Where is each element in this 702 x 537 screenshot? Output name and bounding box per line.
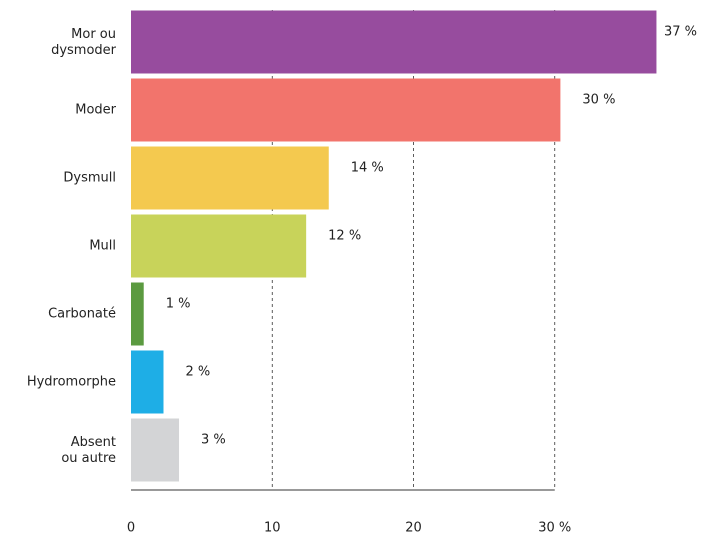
category-label: Mull	[89, 239, 116, 254]
value-label: 3 %	[201, 433, 226, 448]
value-label: 37 %	[664, 25, 697, 40]
bar	[131, 350, 164, 414]
bar	[131, 418, 180, 482]
value-label: 1 %	[166, 297, 191, 312]
bar	[131, 146, 329, 210]
value-label: 30 %	[582, 93, 615, 108]
x-tick-label: 0	[127, 521, 135, 536]
category-label: Absent ou autre	[61, 435, 116, 466]
x-tick-label: 10	[264, 521, 281, 536]
category-label: Carbonaté	[48, 307, 116, 322]
value-label: 2 %	[185, 365, 210, 380]
category-label: Hydromorphe	[27, 375, 116, 390]
x-tick-label: 30 %	[538, 521, 571, 536]
category-label: Mor ou dysmoder	[51, 27, 117, 58]
bar	[131, 214, 307, 278]
bar	[131, 78, 561, 142]
bar	[131, 282, 144, 346]
value-label: 12 %	[328, 229, 361, 244]
value-label: 14 %	[351, 161, 384, 176]
category-label: Moder	[75, 103, 116, 118]
category-label: Dysmull	[63, 171, 116, 186]
x-tick-label: 20	[405, 521, 422, 536]
bar	[131, 10, 657, 74]
